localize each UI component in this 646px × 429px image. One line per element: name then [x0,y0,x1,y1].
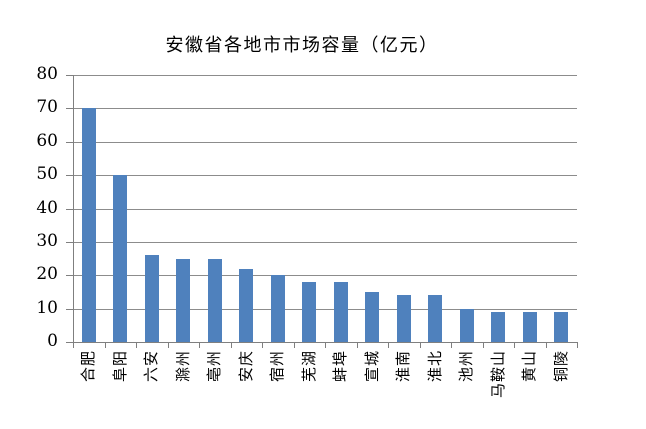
x-axis-tick [388,342,389,348]
bar-芜湖 [302,282,316,342]
gridline [73,142,577,143]
y-axis-label: 30 [36,231,58,251]
x-axis-tick [73,342,74,348]
y-axis-tick [66,342,73,343]
x-axis-label: 宣城 [363,350,381,383]
y-axis-label: 20 [36,264,58,284]
y-axis-label: 10 [36,298,58,318]
y-axis-label: 70 [36,97,58,117]
bar-亳州 [208,259,222,342]
y-axis-tick [66,309,73,310]
bar-淮北 [428,295,442,342]
x-axis-tick [357,342,358,348]
x-axis-label: 铜陵 [552,350,570,383]
x-axis-tick [546,342,547,348]
y-axis-label: 50 [36,164,58,184]
gridline [73,209,577,210]
y-axis-tick [66,275,73,276]
x-axis-tick [420,342,421,348]
bar-滁州 [176,259,190,342]
bar-阜阳 [113,175,127,342]
bar-六安 [145,255,159,342]
y-axis-tick [66,142,73,143]
x-axis-tick [577,342,578,348]
gridline [73,275,577,276]
y-axis-line [73,75,74,343]
x-axis-tick [199,342,200,348]
gridline [73,242,577,243]
y-axis-label: 60 [36,131,58,151]
x-axis-tick [136,342,137,348]
bar-宿州 [271,275,285,342]
x-axis-label: 安庆 [237,350,255,383]
y-axis-tick [66,209,73,210]
y-axis-tick [66,108,73,109]
y-axis-tick [66,75,73,76]
x-axis-label: 黄山 [520,350,538,383]
x-axis-label: 宿州 [268,350,286,383]
x-axis-label: 淮南 [394,350,412,383]
bar-宣城 [365,292,379,342]
bar-安庆 [239,269,253,342]
bar-淮南 [397,295,411,342]
chart-title: 安徽省各地市市场容量（亿元） [165,35,439,56]
y-axis-label: 80 [36,64,58,84]
x-axis-label: 蚌埠 [331,350,349,383]
x-axis-tick [105,342,106,348]
x-axis-tick [325,342,326,348]
x-axis-label: 芜湖 [300,350,318,383]
x-axis-label: 阜阳 [111,350,129,383]
x-axis-tick [262,342,263,348]
gridline [73,75,577,76]
x-axis-tick [168,342,169,348]
gridline [73,108,577,109]
x-axis-tick [231,342,232,348]
x-axis-label: 合肥 [79,350,97,383]
bar-合肥 [82,108,96,342]
y-axis-label: 0 [47,331,58,351]
x-axis-label: 池州 [457,350,475,383]
gridline [73,175,577,176]
y-axis-tick [66,242,73,243]
x-axis-label: 淮北 [426,350,444,383]
x-axis-tick [451,342,452,348]
bar-蚌埠 [334,282,348,342]
x-axis-label: 亳州 [205,350,223,383]
bar-铜陵 [554,312,568,342]
x-axis-label: 六安 [142,350,160,383]
x-axis-tick [294,342,295,348]
y-axis-label: 40 [36,198,58,218]
x-axis-tick [514,342,515,348]
bar-马鞍山 [491,312,505,342]
bar-黄山 [523,312,537,342]
bar-池州 [460,309,474,342]
y-axis-tick [66,175,73,176]
x-axis-tick [483,342,484,348]
x-axis-label: 滁州 [174,350,192,383]
gridline [73,309,577,310]
x-axis-label: 马鞍山 [489,350,507,399]
